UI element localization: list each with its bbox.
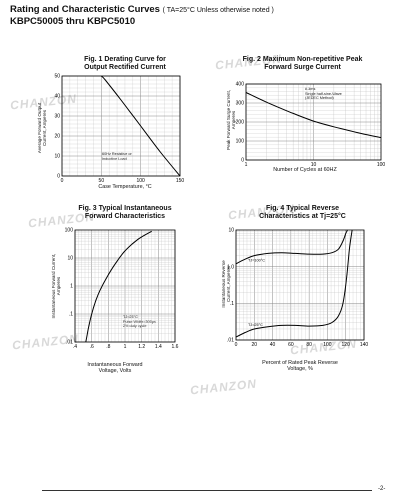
fig4-ytick-label: .01 <box>227 338 234 344</box>
fig1-ytick-label: 40 <box>54 94 60 100</box>
fig1-xtick-label: 0 <box>61 178 64 184</box>
fig1-xlabel: Case Temperature, °C <box>98 184 152 190</box>
fig3-xtick-label: .6 <box>90 344 94 350</box>
fig4-xtick-label: 20 <box>252 342 258 348</box>
fig3-xtick-label: .8 <box>106 344 110 350</box>
fig3-xtick-label: 1.2 <box>138 344 145 350</box>
fig2-xlabel: Number of Cycles at 60HZ <box>273 167 337 173</box>
fig2-ytick-label: 200 <box>236 120 245 126</box>
fig1-plot: 0 50 100 150 0 10 20 30 40 50 <box>54 74 184 184</box>
page-header: Rating and Characteristic Curves ( TA=25… <box>10 4 400 27</box>
header-title: Rating and Characteristic Curves ( TA=25… <box>10 4 400 15</box>
fig4-series-label: TJ=100°C <box>248 259 265 263</box>
fig4-xtick-label: 0 <box>235 342 238 348</box>
page-number: -2- <box>378 486 386 492</box>
header-title-main: Rating and Characteristic Curves <box>10 4 160 15</box>
fig1-xtick-label: 150 <box>176 178 185 184</box>
fig3-grid <box>74 230 176 343</box>
fig4-grid <box>235 230 365 341</box>
fig4-xtick-label: 60 <box>288 342 294 348</box>
footer-rule <box>42 490 372 491</box>
fig3-title: Fig. 3 Typical Instantaneous Forward Cha… <box>78 205 172 220</box>
fig1-ytick-label: 0 <box>57 174 60 180</box>
fig2-xtick-label: 100 <box>377 162 386 168</box>
fig2-ytick-label: 300 <box>236 101 245 107</box>
fig1-xtick-label: 50 <box>99 178 105 184</box>
fig4-xlabel: Percent of Rated Peak Reverse Voltage, % <box>262 360 338 372</box>
fig3-frame <box>74 229 176 343</box>
fig3-series-line <box>85 230 152 343</box>
header-subtitle: KBPC50005 thru KBPC5010 <box>10 16 136 27</box>
fig4-ytick-label: 1.0 <box>227 264 234 270</box>
fig3-xtick-label: 1.6 <box>172 344 179 350</box>
fig4-title: Fig. 4 Typical Reverse Characteristics a… <box>259 205 346 220</box>
fig3-ytick-label: 10 <box>67 256 73 262</box>
fig3-xtick-label: .4 <box>73 344 77 350</box>
fig4-xtick-label: 120 <box>342 342 351 348</box>
fig2-ytick-label: 400 <box>236 82 245 88</box>
fig4-xtick-label: 140 <box>360 342 369 348</box>
fig1-ytick-label: 10 <box>54 154 60 160</box>
fig4-ytick-label: 10 <box>228 228 234 234</box>
fig4-xtick-label: 100 <box>323 342 332 348</box>
fig4-frame <box>235 229 365 341</box>
header-condition: ( TA=25°C Unless otherwise noted ) <box>162 7 274 14</box>
fig3-annotation: TJ=25°C Pulse Width=300μs 2% duty cycle <box>123 315 156 328</box>
fig1-ytick-label: 50 <box>54 74 60 80</box>
fig4-xtick-label: 80 <box>306 342 312 348</box>
fig4-series-line <box>235 229 348 265</box>
fig3-xlabel: Instantaneous Forward Voltage, Volts <box>87 362 143 374</box>
fig4-series-label: TJ=25°C <box>248 323 263 327</box>
fig2-series-line <box>245 92 382 139</box>
fig4-xtick-label: 40 <box>270 342 276 348</box>
fig3-ytick-label: 100 <box>65 228 74 234</box>
fig3-plot: .4 .6 .8 1 1.2 1.4 1.6 .01 .1 1 10 100 <box>65 228 179 350</box>
fig2-title: Fig. 2 Maximum Non-repetitive Peak Forwa… <box>242 56 363 71</box>
fig1-series-line <box>100 75 181 177</box>
fig1-title: Fig. 1 Derating Curve for Output Rectifi… <box>84 56 166 71</box>
fig2-frame <box>245 83 382 161</box>
fig3-ytick-label: .1 <box>69 312 73 318</box>
fig3-xtick-label: 1.4 <box>155 344 162 350</box>
fig2-plot: 1 10 100 0 100 200 300 400 <box>236 82 386 168</box>
fig4-ytick-label: .1 <box>230 301 234 307</box>
fig2-grid <box>245 83 381 161</box>
fig1-ytick-label: 20 <box>54 134 60 140</box>
fig1-frame <box>61 75 181 177</box>
fig3-ytick-label: .01 <box>66 340 73 346</box>
fig1-ytick-label: 30 <box>54 114 60 120</box>
fig2-xtick-label: 1 <box>245 162 248 168</box>
fig1-annotation: 60Hz Resistive or Inductive Load <box>102 152 132 161</box>
fig2-ytick-label: 100 <box>236 139 245 145</box>
fig4-series-line <box>235 229 353 338</box>
fig1-grid <box>61 75 181 177</box>
fig1-xtick-label: 100 <box>136 178 145 184</box>
fig4-plot: 0 20 40 60 80 100 120 140 .01 .1 1.0 10 TJ=100°C TJ=2… <box>227 228 368 348</box>
fig2-xtick-label: 10 <box>311 162 317 168</box>
fig3-ytick-label: 1 <box>70 284 73 290</box>
fig3-xtick-label: 1 <box>124 344 127 350</box>
fig2-ytick-label: 0 <box>241 158 244 164</box>
